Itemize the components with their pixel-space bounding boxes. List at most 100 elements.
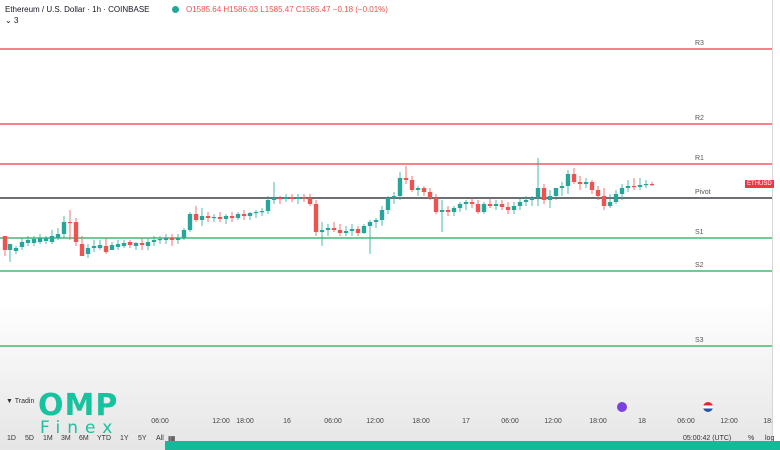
range-button-5y[interactable]: 5Y <box>138 435 147 442</box>
candle <box>199 208 205 226</box>
brand-bar <box>165 441 780 450</box>
candle <box>577 176 583 190</box>
candle <box>397 172 403 200</box>
candle <box>631 178 637 190</box>
level-label-pivot: Pivot <box>695 189 711 196</box>
candle <box>583 178 589 188</box>
candle <box>235 212 241 220</box>
level-label-s1: S1 <box>695 229 704 236</box>
candle <box>259 208 265 216</box>
candle <box>43 236 49 244</box>
candle <box>433 194 439 214</box>
range-button-5d[interactable]: 5D <box>25 435 34 442</box>
time-tick-label: 12:00 <box>544 418 562 425</box>
candle <box>73 218 79 246</box>
candle <box>2 236 8 256</box>
range-button-ytd[interactable]: YTD <box>97 435 111 442</box>
candle <box>511 202 517 214</box>
price-scale[interactable] <box>772 0 780 450</box>
candle <box>649 182 655 186</box>
candle <box>619 184 625 200</box>
ohlc-readout: O1585.64 H1586.03 L1585.47 C1585.47 −0.1… <box>186 5 388 14</box>
candle <box>589 180 595 194</box>
candle <box>547 190 553 208</box>
event-flag-icon[interactable] <box>703 402 713 412</box>
level-label-r3: R3 <box>695 40 704 47</box>
candle <box>253 210 259 218</box>
candle <box>205 212 211 222</box>
indicator-toggle[interactable]: ⌄ 3 <box>5 16 18 25</box>
candle <box>289 194 295 202</box>
candle <box>637 178 643 190</box>
candle <box>169 234 175 246</box>
candle <box>283 194 289 202</box>
tradingview-text: Tradin <box>14 398 35 405</box>
candle <box>451 206 457 216</box>
candle <box>211 214 217 222</box>
candle <box>523 196 529 206</box>
candle <box>463 200 469 210</box>
level-label-s3: S3 <box>695 337 704 344</box>
candle <box>553 188 559 200</box>
time-tick-label: 06:00 <box>324 418 342 425</box>
calendar-icon[interactable]: ▦ <box>168 434 176 443</box>
time-tick-label: 18 <box>638 418 646 425</box>
candle <box>601 188 607 210</box>
utc-clock[interactable]: 05:00:42 (UTC) <box>683 435 732 442</box>
candle <box>625 180 631 192</box>
omp-finex-logo: OMP Finex <box>38 388 158 444</box>
candle <box>127 240 133 248</box>
candle <box>55 228 61 240</box>
candle <box>175 234 181 244</box>
range-button-1m[interactable]: 1M <box>43 435 53 442</box>
log-toggle[interactable]: log <box>765 435 775 442</box>
candle <box>121 240 127 248</box>
candle <box>613 190 619 204</box>
range-button-6m[interactable]: 6M <box>79 435 89 442</box>
candle <box>385 196 391 214</box>
candle <box>13 246 19 254</box>
candle <box>223 214 229 224</box>
candle <box>403 166 409 184</box>
candle <box>313 200 319 236</box>
candle <box>145 238 151 250</box>
range-button-all[interactable]: All <box>156 435 164 442</box>
range-button-1d[interactable]: 1D <box>7 435 16 442</box>
time-tick-label: 17 <box>462 418 470 425</box>
candle <box>229 212 235 222</box>
status-dot-icon <box>172 6 179 13</box>
chevron-down-icon: ⌄ <box>5 16 12 25</box>
event-flash-icon[interactable] <box>617 402 627 412</box>
candle <box>103 238 109 254</box>
range-button-1y[interactable]: 1Y <box>120 435 129 442</box>
candle <box>409 176 415 192</box>
candle <box>439 200 445 232</box>
candle <box>187 212 193 232</box>
level-label-r2: R2 <box>695 115 704 122</box>
candle <box>139 238 145 250</box>
pivot-levels: R3 R2 R1 Pivot S1 S2 S3 <box>0 40 772 347</box>
candle <box>49 230 55 244</box>
candle <box>517 198 523 210</box>
candle <box>19 238 25 250</box>
candle <box>265 196 271 214</box>
level-label-s2: S2 <box>695 262 704 269</box>
candle <box>151 236 157 246</box>
candle <box>115 240 121 250</box>
candle <box>271 182 277 204</box>
candle <box>427 188 433 200</box>
candle <box>181 228 187 240</box>
candle <box>67 210 73 240</box>
candle <box>331 222 337 232</box>
candle <box>247 212 253 220</box>
symbol-title[interactable]: Ethereum / U.S. Dollar · 1h · COINBASE <box>5 5 150 14</box>
percent-toggle[interactable]: % <box>748 435 755 442</box>
candle <box>7 244 13 262</box>
candle <box>421 186 427 196</box>
candle <box>361 224 367 234</box>
time-tick-label: 18:00 <box>763 418 772 425</box>
candle <box>541 184 547 204</box>
range-button-3m[interactable]: 3M <box>61 435 71 442</box>
time-tick-label: 16 <box>283 418 291 425</box>
